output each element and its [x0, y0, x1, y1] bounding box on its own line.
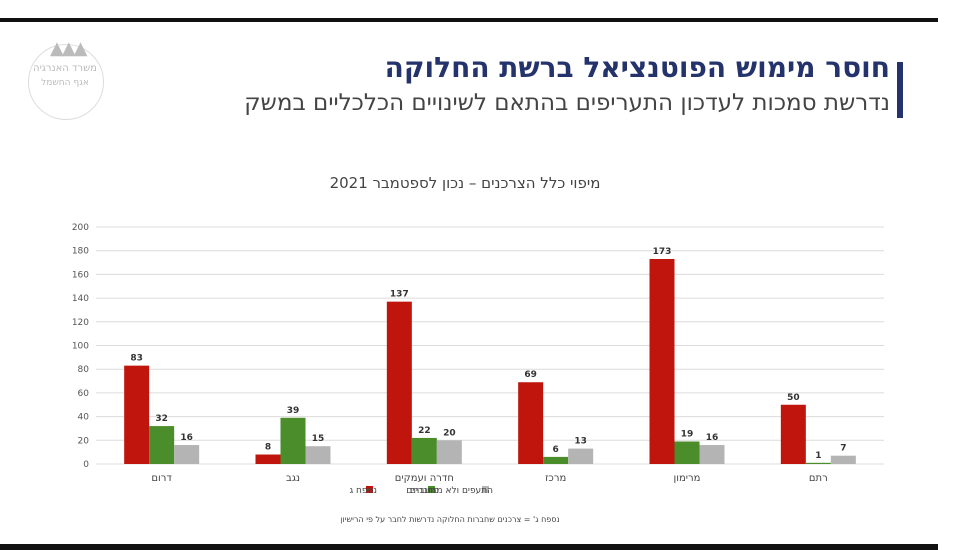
bar	[436, 440, 462, 464]
x-category-label: מרימון	[674, 473, 701, 484]
bar	[543, 456, 569, 464]
y-tick-label: 20	[78, 436, 90, 446]
y-tick-label: 60	[78, 389, 90, 399]
data-label: 83	[130, 354, 143, 364]
data-label: 69	[524, 370, 537, 380]
data-label: 7	[840, 444, 846, 454]
data-label: 173	[653, 247, 672, 257]
y-tick-label: 140	[72, 294, 89, 304]
y-tick-label: 120	[72, 318, 89, 328]
footnote: נספח ג' = צרכנים שחברות החלוקה נדרשות לח…	[340, 515, 560, 524]
y-tick-label: 80	[78, 365, 90, 375]
bar	[386, 301, 412, 464]
bar	[305, 446, 331, 464]
bar	[280, 417, 306, 464]
bar	[780, 404, 806, 464]
legend-label: התעפים ולא מחוברים	[410, 486, 493, 496]
x-category-label: חדרה ועמקים	[395, 473, 454, 484]
chart-title: מיפוי כלל הצרכנים – נכון לספטמבר 2021	[329, 174, 601, 192]
bar	[124, 365, 150, 464]
logo-circle	[28, 44, 104, 120]
data-label: 39	[287, 406, 300, 416]
logo-line-1: משרד האנרגיה	[33, 63, 97, 74]
legend-swatch	[482, 486, 489, 493]
bar	[830, 455, 856, 464]
x-category-label: דרום	[151, 473, 172, 484]
x-category-label: מרכז	[545, 473, 566, 484]
data-label: 15	[312, 434, 325, 444]
data-label: 6	[553, 445, 559, 455]
ministry-logo: ▲▲▲ משרד האנרגיה אגף החשמל	[22, 36, 108, 122]
data-label: 13	[574, 437, 587, 447]
y-tick-label: 0	[83, 460, 89, 470]
x-category-label: רתם	[809, 473, 828, 484]
y-tick-label: 180	[72, 247, 89, 257]
data-label: 1	[815, 451, 821, 461]
bar	[568, 448, 594, 464]
data-label: 19	[681, 429, 694, 439]
title-accent-bar	[897, 62, 903, 118]
bar	[649, 258, 675, 464]
y-tick-label: 100	[72, 342, 89, 352]
data-label: 16	[180, 433, 193, 443]
legend-label: נספח ג	[349, 486, 377, 496]
bar	[149, 426, 175, 464]
bar	[255, 454, 281, 464]
y-tick-label: 40	[78, 413, 90, 423]
data-label: 50	[787, 393, 800, 403]
data-label: 22	[418, 426, 431, 436]
data-label: 32	[155, 414, 168, 424]
bar	[674, 441, 700, 464]
data-label: 8	[265, 443, 271, 453]
legend-label: מחוברים	[406, 486, 439, 496]
legend-swatch	[366, 486, 373, 493]
x-category-label: נגב	[286, 473, 300, 484]
data-label: 20	[443, 428, 456, 438]
y-tick-label: 200	[72, 223, 89, 233]
bar	[174, 445, 200, 464]
y-tick-label: 160	[72, 270, 89, 280]
bar	[805, 462, 831, 464]
legend-swatch	[428, 486, 435, 493]
data-label: 16	[706, 433, 719, 443]
logo-line-2: אגף החשמל	[41, 78, 89, 88]
bar	[699, 445, 725, 464]
page-subtitle: נדרשת סמכות לעדכון התעריפים בהתאם לשינוי…	[244, 90, 890, 116]
logo-mark-icon: ▲▲▲	[50, 38, 88, 59]
right-margin	[938, 0, 980, 550]
bottom-rule	[0, 544, 938, 550]
bar	[518, 382, 544, 464]
data-label: 137	[390, 290, 409, 300]
page-title: חוסר מימוש הפוטנציאל ברשת החלוקה	[384, 51, 890, 84]
bar	[411, 437, 437, 464]
top-rule	[0, 18, 938, 22]
